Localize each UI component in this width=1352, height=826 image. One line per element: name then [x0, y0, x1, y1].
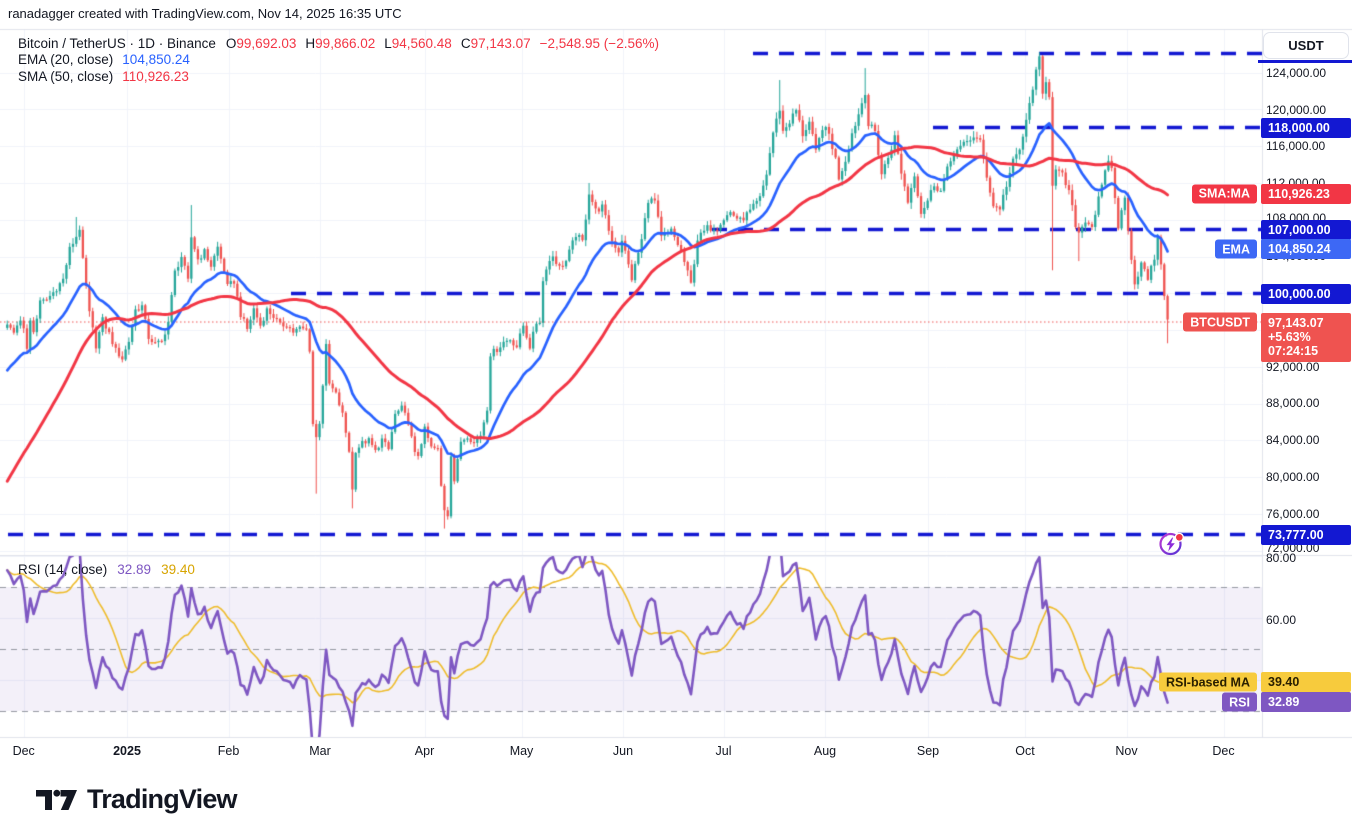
- ohlc-value: 99,692.03: [236, 35, 297, 51]
- time-label: Feb: [217, 744, 240, 758]
- alert-dot: [1176, 534, 1183, 541]
- axis-blue-line: [1258, 60, 1352, 63]
- indicator-row: SMA (50, close) 110,926.23: [18, 68, 659, 85]
- time-label: 2025: [113, 744, 141, 758]
- axis-badge: 107,000.00: [1261, 219, 1351, 240]
- rsi-indicator-name: RSI (14, close): [18, 562, 108, 577]
- ohlc-letter: O: [225, 35, 237, 51]
- price-tick: 84,000.00: [1266, 433, 1320, 448]
- axis-tag-rsi: RSI: [1222, 692, 1257, 712]
- axis-tag-btcusdt: BTCUSDT: [1183, 312, 1257, 332]
- axis-badge: 97,143.07 +5.63% 07:24:15: [1261, 313, 1351, 362]
- ohlc-letter: L: [384, 35, 392, 51]
- ohlc-letter: C: [460, 35, 471, 51]
- ohlc-value: 94,560.48: [391, 35, 452, 51]
- axis-badge: 32.89: [1261, 692, 1351, 712]
- axis-tag-ema: EMA: [1215, 239, 1257, 259]
- ohlc-item: C 97,143.07: [461, 36, 531, 51]
- indicator-value: 104,850.24: [122, 52, 190, 68]
- lightning-bolt-icon: [1166, 537, 1175, 552]
- chart-legend: Bitcoin / TetherUS · 1D · Binance O 99,69…: [18, 35, 659, 85]
- rsi-legend-value: 32.89: [117, 562, 152, 577]
- price-tick: 76,000.00: [1266, 506, 1320, 521]
- ohlc-value: 97,143.07: [470, 35, 531, 51]
- rsi-values: 32.89 39.40: [117, 562, 195, 577]
- symbol-legend-row: Bitcoin / TetherUS · 1D · Binance O 99,69…: [18, 35, 659, 52]
- price-tick: 120,000.00: [1266, 102, 1327, 117]
- price-tick: 80.00: [1266, 550, 1297, 565]
- ohlc-value: 99,866.02: [315, 35, 376, 51]
- indicator-row: EMA (20, close) 104,850.24: [18, 52, 659, 69]
- axis-badge: 100,000.00: [1261, 283, 1351, 304]
- axis-badge: 104,850.24: [1261, 239, 1351, 259]
- axis-badge: 73,777.00: [1261, 524, 1351, 545]
- time-label: Dec: [12, 744, 35, 758]
- indicator-value: 110,926.23: [122, 68, 189, 84]
- indicator-name: EMA (20, close): [18, 52, 114, 68]
- axis-badge: 39.40: [1261, 672, 1351, 692]
- time-label: Jun: [612, 744, 634, 758]
- price-tick: 88,000.00: [1266, 396, 1320, 411]
- rsi-legend-value: 39.40: [161, 562, 195, 577]
- time-label: Jul: [715, 744, 732, 758]
- ohlc-item: L 94,560.48: [384, 36, 452, 51]
- ohlc-letter: H: [305, 35, 316, 51]
- tradingview-logo: TradingView: [34, 784, 238, 815]
- price-tick: 92,000.00: [1266, 359, 1320, 374]
- axis-badge: 110,926.23: [1261, 183, 1351, 204]
- rsi-legend-row: RSI (14, close) 32.89 39.40: [18, 562, 195, 577]
- time-label: Nov: [1115, 744, 1138, 758]
- time-label: Apr: [414, 744, 435, 758]
- price-tick: 60.00: [1266, 613, 1297, 627]
- chart-canvas[interactable]: [0, 0, 1352, 770]
- ohlc-item: H 99,866.02: [305, 36, 375, 51]
- price-tick: 80,000.00: [1266, 469, 1320, 484]
- axis-badge: 118,000.00: [1261, 117, 1351, 138]
- time-label: Oct: [1015, 744, 1035, 758]
- symbol-title: Bitcoin / TetherUS · 1D · Binance: [18, 35, 216, 51]
- badge-line: 07:24:15: [1268, 344, 1319, 359]
- time-label: Dec: [1212, 744, 1235, 758]
- price-change: −2,548.95 (−2.56%): [539, 35, 659, 51]
- time-label: May: [509, 744, 534, 758]
- currency-button[interactable]: USDT: [1263, 32, 1349, 59]
- attribution-text: ranadagger created with TradingView.com,…: [8, 6, 402, 21]
- price-tick: 124,000.00: [1266, 65, 1327, 80]
- price-tick: 72,000.00: [1266, 541, 1320, 555]
- flash-circle: [1159, 532, 1182, 556]
- flash-alert-icon[interactable]: [1157, 530, 1187, 560]
- logo-text: TradingView: [87, 784, 238, 814]
- time-label: Aug: [813, 744, 837, 758]
- ohlc-values: O 99,692.03 H 99,866.02 L 94,560.48 C 97,143.07: [226, 36, 531, 51]
- time-label: Mar: [309, 744, 331, 758]
- indicator-rows: EMA (20, close) 104,850.24 SMA (50, close)…: [18, 52, 659, 85]
- badge-line: 97,143.07: [1268, 316, 1324, 330]
- ohlc-item: O 99,692.03: [226, 36, 297, 51]
- axis-tag-rsi-based-ma: RSI-based MA: [1158, 672, 1257, 692]
- indicator-name: SMA (50, close): [18, 68, 114, 84]
- time-label: Sep: [916, 744, 940, 758]
- tradingview-logo-mark-icon: [36, 789, 77, 810]
- axis-tag-sma-ma: SMA:MA: [1191, 184, 1257, 203]
- price-tick: 116,000.00: [1266, 139, 1326, 154]
- badge-line: +5.63%: [1268, 330, 1311, 345]
